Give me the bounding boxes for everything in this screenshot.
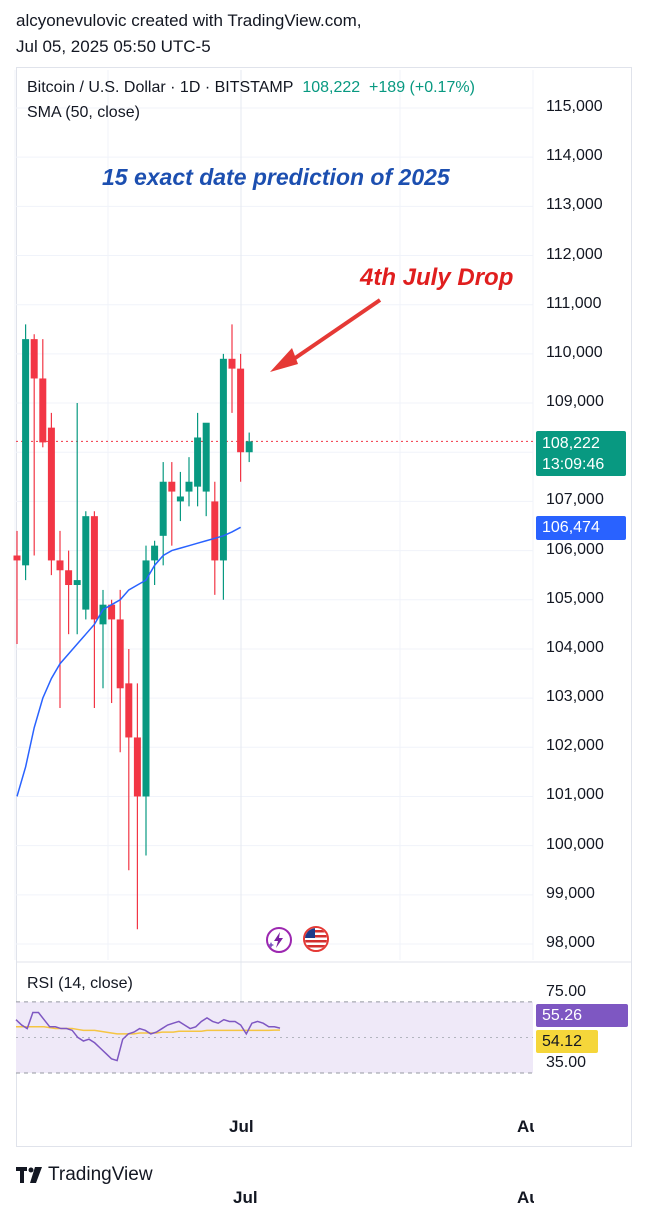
candle-body [125, 683, 133, 738]
tradingview-brand[interactable]: TradingView [16, 1162, 153, 1188]
candle-body [56, 560, 64, 571]
candle-body [185, 481, 193, 492]
y-tick-label: 114,000 [546, 147, 603, 165]
rsi-y-tick-label: 35.00 [546, 1054, 587, 1072]
x-tick-jul-footer: Jul [233, 1188, 258, 1207]
candle-body [168, 481, 176, 492]
annotation-arrow [283, 298, 382, 367]
x-tick-aug-footer: Au [517, 1188, 534, 1207]
candle-body [73, 580, 81, 586]
y-tick-label: 115,000 [546, 98, 603, 115]
candle-body [237, 368, 245, 453]
rsi-line [15, 1011, 281, 1062]
sma-value-badge: 106,474 [536, 516, 626, 540]
annotation-title: 15 exact date prediction of 2025 [102, 164, 450, 190]
rsi-y-tick-label: 75.00 [546, 983, 587, 1000]
symbol-legend[interactable]: Bitcoin / U.S. Dollar · 1D · BITSTAMP 10… [27, 79, 475, 97]
candle-body [108, 604, 116, 620]
sma-line [16, 526, 241, 797]
rsi-value-badge: 55.26 [536, 1004, 628, 1027]
tradingview-logo-icon [16, 1167, 42, 1183]
y-tick-label: 99,000 [546, 884, 595, 902]
candle-body [22, 339, 30, 566]
candle-body [211, 501, 219, 561]
candle-body [176, 496, 184, 502]
candle-body [82, 516, 90, 610]
y-tick-label: 111,000 [546, 294, 602, 312]
y-tick-label: 113,000 [546, 196, 603, 214]
current-price-badge: 108,222 13:09:46 [536, 431, 626, 476]
bar-countdown: 13:09:46 [542, 456, 605, 473]
symbol-name: Bitcoin / U.S. Dollar · 1D · BITSTAMP [27, 79, 294, 96]
sma-legend[interactable]: SMA (50, close) [27, 104, 140, 121]
candle-body [151, 545, 159, 561]
candle-body [142, 560, 150, 797]
x-tick-aug: Au [517, 1117, 534, 1136]
annotation-drop: 4th July Drop [360, 264, 514, 291]
us-flag-event-icon[interactable] [303, 926, 329, 952]
candle-body [90, 516, 98, 620]
x-tick-jul: Jul [229, 1117, 254, 1136]
brand-name: TradingView [48, 1164, 153, 1185]
candle-body [194, 437, 202, 487]
candle-body [30, 339, 38, 379]
y-tick-label: 102,000 [546, 737, 604, 755]
y-tick-label: 101,000 [546, 786, 604, 804]
candle-body [133, 737, 141, 797]
candle-body [159, 481, 167, 536]
rsi-ma-value-badge: 54.12 [536, 1030, 598, 1053]
y-tick-label: 112,000 [546, 245, 603, 263]
y-tick-label: 103,000 [546, 688, 604, 706]
y-tick-label: 98,000 [546, 934, 595, 951]
y-tick-label: 104,000 [546, 638, 604, 656]
annotation-arrowhead [270, 348, 298, 372]
price-change: +189 (+0.17%) [369, 79, 475, 96]
lightning-event-icon[interactable] [266, 927, 292, 953]
current-price-value: 108,222 [542, 435, 600, 452]
y-tick-label: 106,000 [546, 540, 604, 558]
rsi-legend[interactable]: RSI (14, close) [27, 975, 133, 992]
y-tick-label: 109,000 [546, 393, 604, 411]
candle-body [116, 619, 124, 689]
timestamp-line: Jul 05, 2025 05:50 UTC-5 [16, 37, 211, 56]
candle-body [39, 378, 47, 443]
last-price: 108,222 [302, 79, 361, 96]
y-tick-label: 100,000 [546, 835, 604, 853]
y-tick-label: 110,000 [546, 343, 603, 361]
y-tick-label: 107,000 [546, 491, 604, 509]
candle-body [219, 358, 227, 561]
candle-body [99, 604, 107, 625]
candle-body [202, 422, 210, 492]
candle-body [13, 555, 21, 561]
author-line: alcyonevulovic created with TradingView.… [16, 11, 362, 30]
candle-body [245, 441, 253, 453]
candle-body [47, 427, 55, 561]
candle-body [65, 570, 73, 586]
candle-body [228, 358, 236, 369]
y-tick-label: 105,000 [546, 589, 604, 607]
